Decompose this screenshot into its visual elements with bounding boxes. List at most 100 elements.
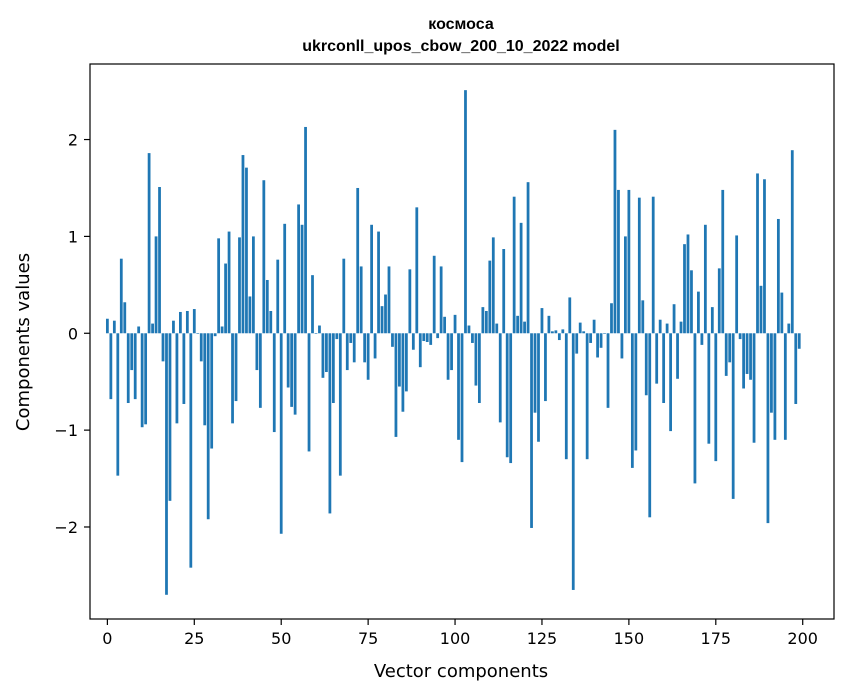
bar: [234, 333, 238, 402]
bar: [627, 189, 631, 334]
bar: [408, 269, 412, 334]
y-tick-label: −2: [54, 518, 78, 537]
bar: [697, 291, 700, 334]
bar: [304, 126, 307, 334]
bar: [589, 333, 593, 343]
bar: [137, 326, 141, 334]
bar: [429, 333, 433, 345]
bar: [446, 333, 450, 380]
bar: [443, 316, 447, 334]
bar: [206, 333, 210, 520]
bar: [776, 218, 780, 334]
bar: [544, 333, 547, 402]
bar: [790, 150, 794, 334]
bar: [179, 311, 182, 334]
bar: [474, 333, 478, 386]
bar: [519, 222, 523, 334]
bar: [502, 249, 506, 334]
plot-frame: [89, 63, 835, 620]
bar: [658, 319, 662, 334]
bar: [592, 319, 596, 334]
bar: [318, 325, 321, 334]
bar: [439, 266, 443, 334]
bar: [133, 333, 137, 400]
y-tick-label: 1: [68, 227, 78, 246]
bar: [328, 333, 332, 514]
bar: [568, 297, 572, 334]
bar: [669, 333, 672, 432]
bar: [540, 308, 544, 334]
y-axis-label: Components values: [13, 253, 34, 431]
bar: [411, 333, 415, 350]
bar: [599, 333, 603, 348]
bar: [248, 296, 252, 334]
x-tick-label: 75: [358, 629, 378, 648]
bar: [373, 333, 377, 359]
bar: [227, 231, 231, 334]
bar: [130, 333, 134, 371]
bar: [756, 173, 759, 334]
bar: [290, 333, 294, 407]
bar: [509, 333, 513, 464]
bar: [571, 333, 575, 590]
bar: [728, 333, 732, 363]
bar: [655, 333, 659, 384]
bar: [637, 197, 641, 334]
bar: [220, 326, 224, 334]
bar: [335, 333, 339, 340]
bar: [269, 310, 273, 334]
bar: [596, 333, 599, 358]
bar: [630, 333, 634, 468]
bar: [495, 323, 499, 334]
bar: [679, 321, 683, 334]
bar: [147, 153, 151, 334]
bar: [307, 333, 311, 452]
bar: [773, 333, 777, 440]
bar: [352, 333, 356, 363]
bar: [724, 333, 728, 376]
bar: [425, 333, 429, 342]
bar: [516, 315, 520, 334]
bar: [404, 333, 408, 392]
bar: [158, 187, 161, 334]
bar: [613, 129, 617, 334]
bar: [192, 309, 196, 334]
bar: [345, 333, 349, 371]
bar: [564, 333, 568, 460]
bar: [641, 300, 645, 334]
x-axis-ticks: 0 25 50 75 100 125 150 175 200: [102, 619, 818, 648]
bar: [745, 333, 749, 374]
bar: [175, 333, 179, 424]
bar: [770, 333, 773, 413]
bar: [491, 237, 495, 334]
bar: [561, 329, 565, 334]
bar: [363, 333, 367, 363]
bar: [759, 285, 763, 334]
bar: [721, 189, 725, 334]
bar: [109, 333, 113, 400]
bar: [366, 333, 370, 380]
bar: [547, 315, 551, 334]
bar: [245, 167, 248, 334]
bar: [481, 307, 485, 334]
bar: [585, 333, 589, 460]
bar: [617, 189, 620, 334]
bar: [436, 333, 440, 339]
bar: [557, 333, 561, 341]
bar: [126, 333, 130, 404]
bar: [686, 234, 690, 334]
bar: [151, 323, 154, 334]
bar: [797, 333, 801, 349]
bar: [606, 333, 610, 408]
bar: [112, 320, 116, 334]
bar: [276, 259, 280, 334]
bar: [578, 322, 582, 334]
x-tick-label: 125: [527, 629, 558, 648]
x-axis-label: Vector components: [374, 661, 548, 682]
bar: [238, 237, 241, 334]
bar: [213, 333, 217, 337]
bar: [665, 323, 669, 334]
bar: [672, 304, 676, 334]
bar: [311, 275, 314, 334]
bar: [710, 307, 714, 334]
